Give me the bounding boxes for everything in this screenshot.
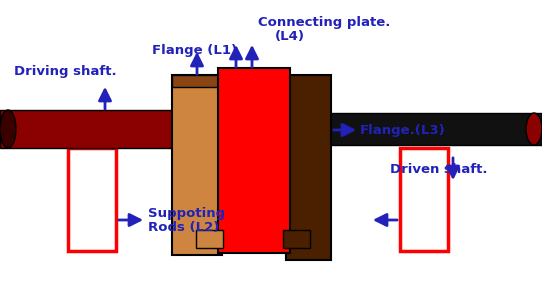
- Bar: [283, 230, 310, 248]
- Ellipse shape: [526, 113, 542, 145]
- Bar: [305, 113, 542, 145]
- Text: (L4): (L4): [275, 30, 305, 43]
- Text: Rods (L2): Rods (L2): [148, 221, 220, 234]
- Bar: [172, 75, 222, 87]
- Bar: [172, 75, 222, 255]
- Bar: [0, 110, 215, 148]
- Text: Connecting plate.: Connecting plate.: [258, 16, 390, 29]
- Text: Suppoting: Suppoting: [148, 207, 225, 220]
- Bar: [218, 68, 290, 253]
- Text: Flange.(L3): Flange.(L3): [360, 124, 446, 137]
- Ellipse shape: [0, 110, 16, 148]
- Bar: [196, 230, 223, 248]
- Text: Driving shaft.: Driving shaft.: [14, 65, 117, 78]
- Text: Driven shaft.: Driven shaft.: [390, 163, 487, 176]
- Bar: [400, 148, 448, 251]
- Bar: [68, 148, 116, 251]
- Text: Flange (L1): Flange (L1): [152, 44, 237, 57]
- Bar: [286, 75, 331, 260]
